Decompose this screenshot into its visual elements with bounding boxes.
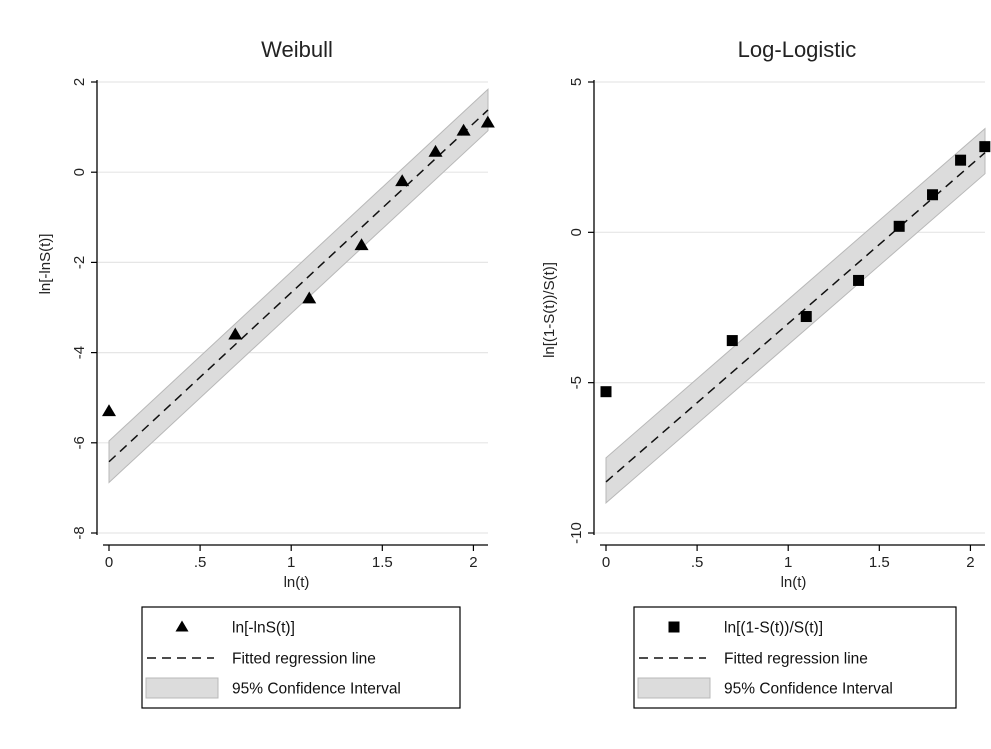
fitted-regression-line xyxy=(108,109,489,463)
data-point-triangle xyxy=(428,144,443,157)
legend-band-swatch xyxy=(145,677,219,699)
legend-item-label: ln[(1-S(t))/S(t)] xyxy=(724,620,823,637)
x-tick-label: 1 xyxy=(287,554,295,571)
y-tick-label: 2 xyxy=(71,78,88,86)
legend-marker-square xyxy=(668,621,680,633)
x-tick-label: 2 xyxy=(469,554,477,571)
y-tick-label: -10 xyxy=(568,522,585,544)
chart-panel-1: -10 -5 0 5 0 .5 1 1.5 2 Log-Logistic ln(t) ln[(1-S(… xyxy=(541,37,991,709)
data-point-triangle xyxy=(354,238,369,251)
data-point-triangle xyxy=(480,115,495,128)
legend-band-swatch xyxy=(637,677,711,699)
y-axis-label: ln[(1-S(t))/S(t)] xyxy=(541,262,558,358)
legend-item-label: 95% Confidence Interval xyxy=(724,681,893,698)
data-point-triangle xyxy=(456,123,471,136)
legend: ln[-lnS(t)] Fitted regression line 95% Con… xyxy=(141,606,461,709)
legend-item-label: Fitted regression line xyxy=(232,651,376,668)
data-point-square xyxy=(853,274,865,286)
legend-item-label: Fitted regression line xyxy=(724,651,868,668)
data-point-triangle xyxy=(395,174,410,187)
data-point-square xyxy=(979,141,991,153)
x-tick-label: 1.5 xyxy=(372,554,393,571)
y-tick-label: -2 xyxy=(71,256,88,269)
data-point-square xyxy=(600,386,612,398)
x-tick-label: .5 xyxy=(691,554,704,571)
legend: ln[(1-S(t))/S(t)] Fitted regression line 9… xyxy=(633,606,957,709)
fitted-regression-line xyxy=(605,152,986,483)
data-point-square xyxy=(927,189,939,201)
y-tick-label: -4 xyxy=(71,346,88,359)
chart-title: Log-Logistic xyxy=(738,37,857,62)
data-point-square xyxy=(955,154,967,166)
x-tick-label: 2 xyxy=(966,554,974,571)
data-point-triangle xyxy=(102,404,116,417)
x-tick-label: 1.5 xyxy=(869,554,890,571)
legend-marker-triangle xyxy=(175,620,189,632)
y-tick-label: -6 xyxy=(71,436,88,449)
x-tick-label: 0 xyxy=(105,554,113,571)
chart-title: Weibull xyxy=(261,37,333,62)
x-tick-label: 1 xyxy=(784,554,792,571)
legend-item-label: ln[-lnS(t)] xyxy=(232,620,295,637)
data-point-square xyxy=(726,335,738,347)
confidence-band xyxy=(605,127,986,505)
y-tick-label: -8 xyxy=(71,526,88,539)
y-tick-label: -5 xyxy=(568,376,585,389)
x-axis-label: ln(t) xyxy=(284,574,310,591)
x-tick-label: .5 xyxy=(194,554,207,571)
y-axis-label: ln[-lnS(t)] xyxy=(37,234,54,295)
legend-item-label: 95% Confidence Interval xyxy=(232,681,401,698)
data-point-square xyxy=(893,220,905,232)
data-point-square xyxy=(800,311,812,323)
y-tick-label: 0 xyxy=(568,228,585,236)
data-point-triangle xyxy=(302,291,317,304)
y-tick-label: 5 xyxy=(568,78,585,86)
chart-panel-0: -8 -6 -4 -2 0 2 0 .5 1 1.5 2 Weibull ln(t) ln[-lnS(t)… xyxy=(37,37,495,709)
x-axis-label: ln(t) xyxy=(781,574,807,591)
x-tick-label: 0 xyxy=(602,554,610,571)
data-point-triangle xyxy=(228,327,243,340)
y-tick-label: 0 xyxy=(71,168,88,176)
